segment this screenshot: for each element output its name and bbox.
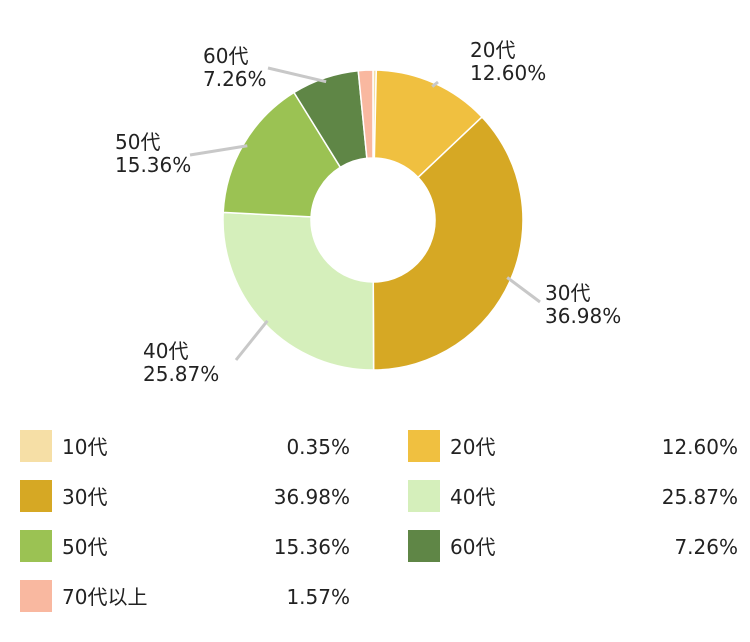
legend-value: 36.98% bbox=[273, 485, 350, 509]
legend-item-30s: 30代 36.98% bbox=[20, 480, 350, 514]
slice-label-name-50s: 50代 bbox=[115, 130, 160, 154]
legend-item-60s: 60代 7.26% bbox=[408, 530, 738, 564]
donut-slice-50s bbox=[222, 91, 342, 218]
legend-swatch bbox=[20, 580, 52, 612]
slice-label-value-60s: 7.26% bbox=[203, 67, 267, 91]
legend-value: 15.36% bbox=[273, 535, 350, 559]
leader-line-60s bbox=[267, 66, 327, 84]
legend-value: 1.57% bbox=[286, 585, 350, 609]
legend-value: 0.35% bbox=[286, 435, 350, 459]
slice-label-value-40s: 25.87% bbox=[143, 362, 219, 386]
legend-swatch bbox=[408, 430, 440, 462]
slice-label-name-20s: 20代 bbox=[470, 38, 515, 62]
slice-label-value-20s: 12.60% bbox=[470, 61, 546, 85]
donut-slice-30s bbox=[372, 115, 524, 371]
slice-label-value-50s: 15.36% bbox=[115, 153, 191, 177]
legend-swatch bbox=[408, 530, 440, 562]
leader-line-40s bbox=[234, 319, 269, 361]
legend-value: 25.87% bbox=[661, 485, 738, 509]
donut-slice-40s bbox=[222, 211, 375, 371]
legend-item-10s: 10代 0.35% bbox=[20, 430, 350, 464]
leader-lines bbox=[189, 66, 541, 361]
legend-item-50s: 50代 15.36% bbox=[20, 530, 350, 564]
slice-label-name-40s: 40代 bbox=[143, 339, 188, 363]
slice-label-name-30s: 30代 bbox=[545, 281, 590, 305]
legend-label: 40代 bbox=[450, 485, 496, 509]
slice-label-name-60s: 60代 bbox=[203, 44, 248, 68]
legend-label: 30代 bbox=[62, 485, 108, 509]
leader-line-30s bbox=[506, 276, 541, 304]
legend-value: 7.26% bbox=[674, 535, 738, 559]
leader-line-20s bbox=[431, 80, 439, 88]
legend-swatch bbox=[20, 530, 52, 562]
legend-label: 20代 bbox=[450, 435, 496, 459]
legend-label: 70代以上 bbox=[62, 585, 148, 609]
legend-swatch bbox=[20, 480, 52, 512]
donut-slices bbox=[222, 69, 524, 371]
legend-label: 50代 bbox=[62, 535, 108, 559]
legend-label: 10代 bbox=[62, 435, 108, 459]
legend-item-20s: 20代 12.60% bbox=[408, 430, 738, 464]
donut-slice-70s-plus bbox=[357, 69, 374, 160]
legend-item-70s-plus: 70代以上 1.57% bbox=[20, 580, 350, 614]
legend-label: 60代 bbox=[450, 535, 496, 559]
legend-swatch bbox=[408, 480, 440, 512]
legend-value: 12.60% bbox=[661, 435, 738, 459]
legend-item-40s: 40代 25.87% bbox=[408, 480, 738, 514]
legend-swatch bbox=[20, 430, 52, 462]
leader-line-50s bbox=[189, 144, 248, 157]
slice-label-value-30s: 36.98% bbox=[545, 304, 621, 328]
